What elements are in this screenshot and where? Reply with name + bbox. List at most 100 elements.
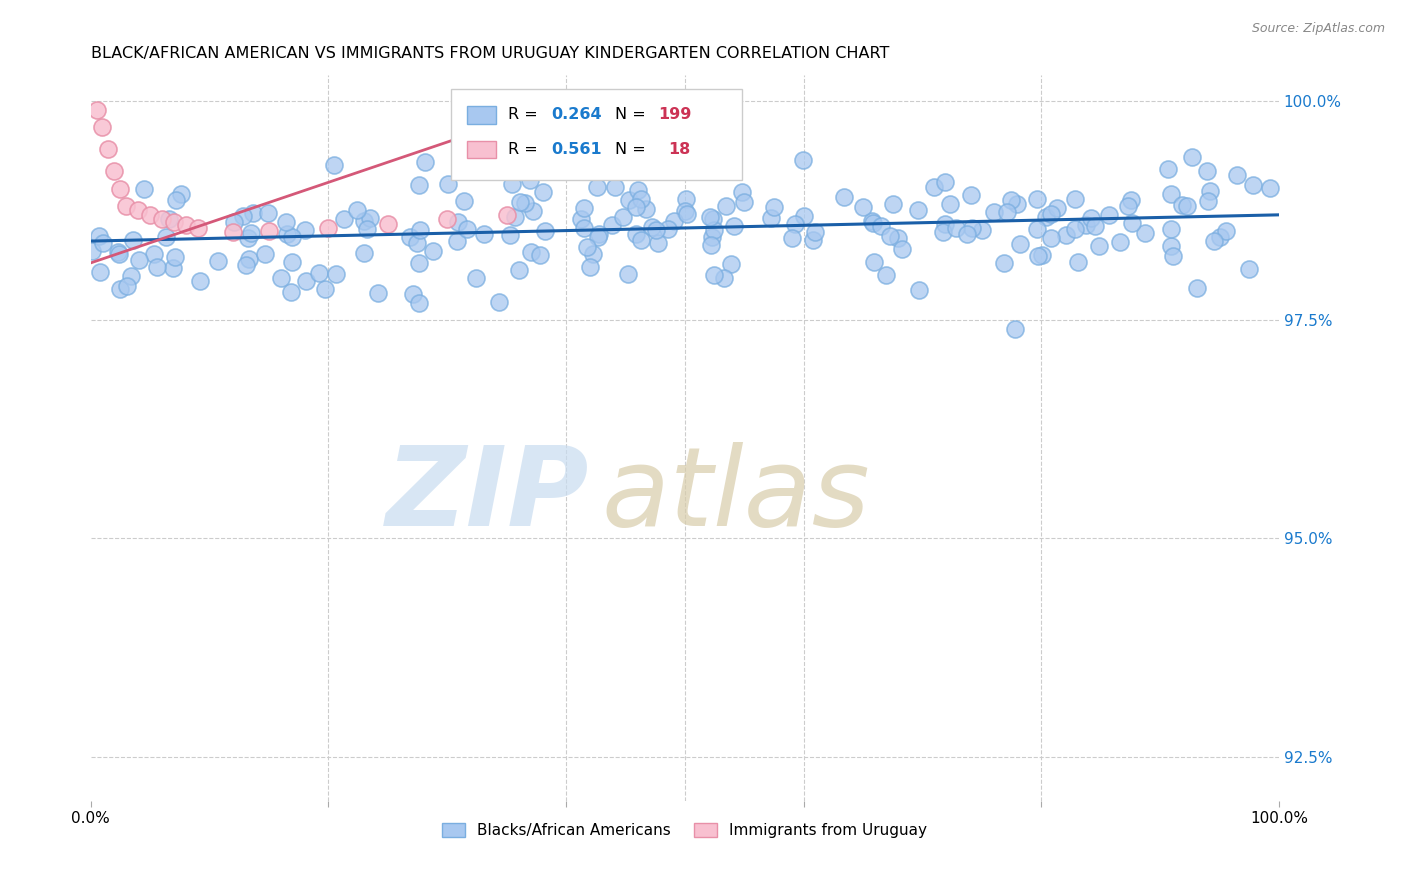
Point (1035, 210, 1057, 224)
Point (155, 230, 177, 244)
Point (207, 254, 229, 268)
Point (235, 258, 257, 272)
Point (499, 227, 522, 242)
Point (579, 260, 602, 274)
Point (127, 203, 149, 218)
Point (188, 274, 211, 288)
Point (852, 200, 875, 214)
Point (960, 187, 983, 202)
Point (1039, 207, 1062, 221)
Point (703, 223, 725, 237)
Point (174, 219, 197, 233)
Point (657, 221, 679, 235)
Point (367, 286, 389, 301)
Text: 0.561: 0.561 (551, 142, 602, 157)
Point (128, 253, 150, 268)
Point (529, 248, 551, 262)
Point (314, 282, 336, 296)
Point (1239, 261, 1261, 276)
Point (1045, 201, 1067, 215)
Point (121, 233, 143, 247)
Point (1056, 227, 1078, 242)
Point (162, 261, 184, 276)
Point (1080, 211, 1102, 226)
Point (294, 222, 316, 236)
Point (1197, 194, 1219, 208)
Point (624, 200, 647, 214)
Point (495, 208, 517, 222)
Point (616, 164, 638, 178)
Point (630, 192, 652, 206)
Point (972, 223, 994, 237)
Point (115, 199, 138, 213)
Point (576, 240, 599, 254)
Point (879, 228, 901, 243)
Point (1215, 224, 1237, 238)
Point (1241, 178, 1264, 193)
Point (1076, 218, 1098, 232)
Point (519, 173, 541, 187)
Point (308, 267, 330, 281)
Point (1004, 321, 1026, 335)
Point (934, 217, 956, 231)
Point (1198, 184, 1220, 198)
Point (581, 246, 603, 260)
Point (676, 207, 699, 221)
Point (863, 255, 886, 269)
Point (436, 177, 458, 191)
Text: Source: ZipAtlas.com: Source: ZipAtlas.com (1251, 22, 1385, 36)
Point (995, 204, 1018, 219)
Point (1010, 237, 1032, 252)
Point (932, 225, 955, 239)
Point (422, 244, 444, 259)
Text: R =: R = (508, 107, 543, 122)
Point (405, 236, 427, 251)
FancyBboxPatch shape (467, 106, 496, 123)
Text: R =: R = (508, 142, 543, 157)
Point (1133, 226, 1156, 240)
Point (170, 187, 193, 202)
Point (1161, 249, 1184, 263)
Point (474, 227, 496, 241)
Point (108, 282, 131, 296)
Point (647, 235, 669, 250)
Point (605, 180, 627, 194)
Text: 0.264: 0.264 (551, 107, 602, 122)
Point (1157, 162, 1180, 177)
Point (534, 224, 557, 238)
Point (408, 178, 430, 192)
Text: N =: N = (614, 107, 651, 122)
Point (922, 180, 945, 194)
Point (759, 211, 782, 225)
Point (295, 274, 318, 288)
Point (762, 200, 785, 214)
Point (1226, 168, 1249, 182)
Point (446, 234, 468, 248)
Point (862, 216, 884, 230)
Point (89, 265, 111, 279)
Point (1007, 196, 1029, 211)
Point (453, 194, 475, 208)
Point (359, 211, 381, 225)
Point (531, 185, 554, 199)
Point (703, 268, 725, 282)
Point (993, 255, 1015, 269)
Point (700, 238, 723, 252)
Point (120, 268, 142, 283)
Point (1195, 163, 1218, 178)
Point (1258, 181, 1281, 195)
Point (673, 203, 696, 218)
Point (1039, 231, 1062, 245)
Point (522, 203, 544, 218)
Point (1208, 229, 1230, 244)
Point (569, 211, 592, 226)
Point (323, 158, 346, 172)
Point (1026, 249, 1049, 263)
Point (1084, 219, 1107, 234)
Point (145, 260, 167, 274)
Point (792, 153, 814, 167)
Point (408, 256, 430, 270)
Point (488, 294, 510, 309)
Point (139, 208, 162, 222)
Point (508, 263, 530, 277)
